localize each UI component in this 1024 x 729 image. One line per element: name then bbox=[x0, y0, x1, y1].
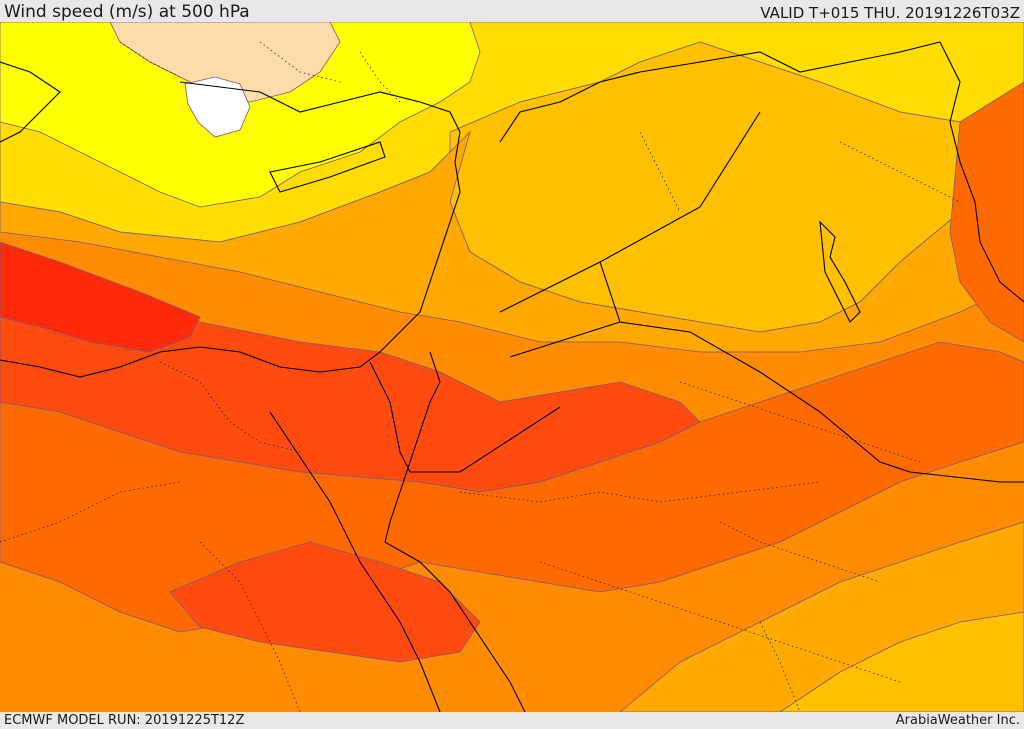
band-red bbox=[0, 241, 201, 353]
band-orange-light bbox=[0, 130, 1024, 353]
model-run-label: ECMWF MODEL RUN: 20191225T12Z bbox=[4, 713, 245, 728]
band-peach bbox=[109, 22, 341, 103]
band-orange-dark-east bbox=[949, 81, 1024, 343]
footer-bar: ECMWF MODEL RUN: 20191225T12Z ArabiaWeat… bbox=[0, 712, 1024, 729]
band-white bbox=[184, 76, 251, 138]
wind-speed-field bbox=[0, 22, 1024, 712]
band-amber-south bbox=[779, 611, 1024, 712]
admin-boundaries bbox=[0, 41, 961, 712]
credit-label: ArabiaWeather Inc. bbox=[895, 713, 1020, 728]
map-title: Wind speed (m/s) at 500 hPa bbox=[4, 2, 250, 22]
coastlines bbox=[0, 41, 1024, 712]
valid-time: VALID T+015 THU. 20191226T03Z bbox=[760, 4, 1020, 22]
band-red-orange-south bbox=[169, 541, 481, 663]
title-bar: Wind speed (m/s) at 500 hPa VALID T+015 … bbox=[0, 0, 1024, 22]
weather-map bbox=[0, 22, 1024, 712]
